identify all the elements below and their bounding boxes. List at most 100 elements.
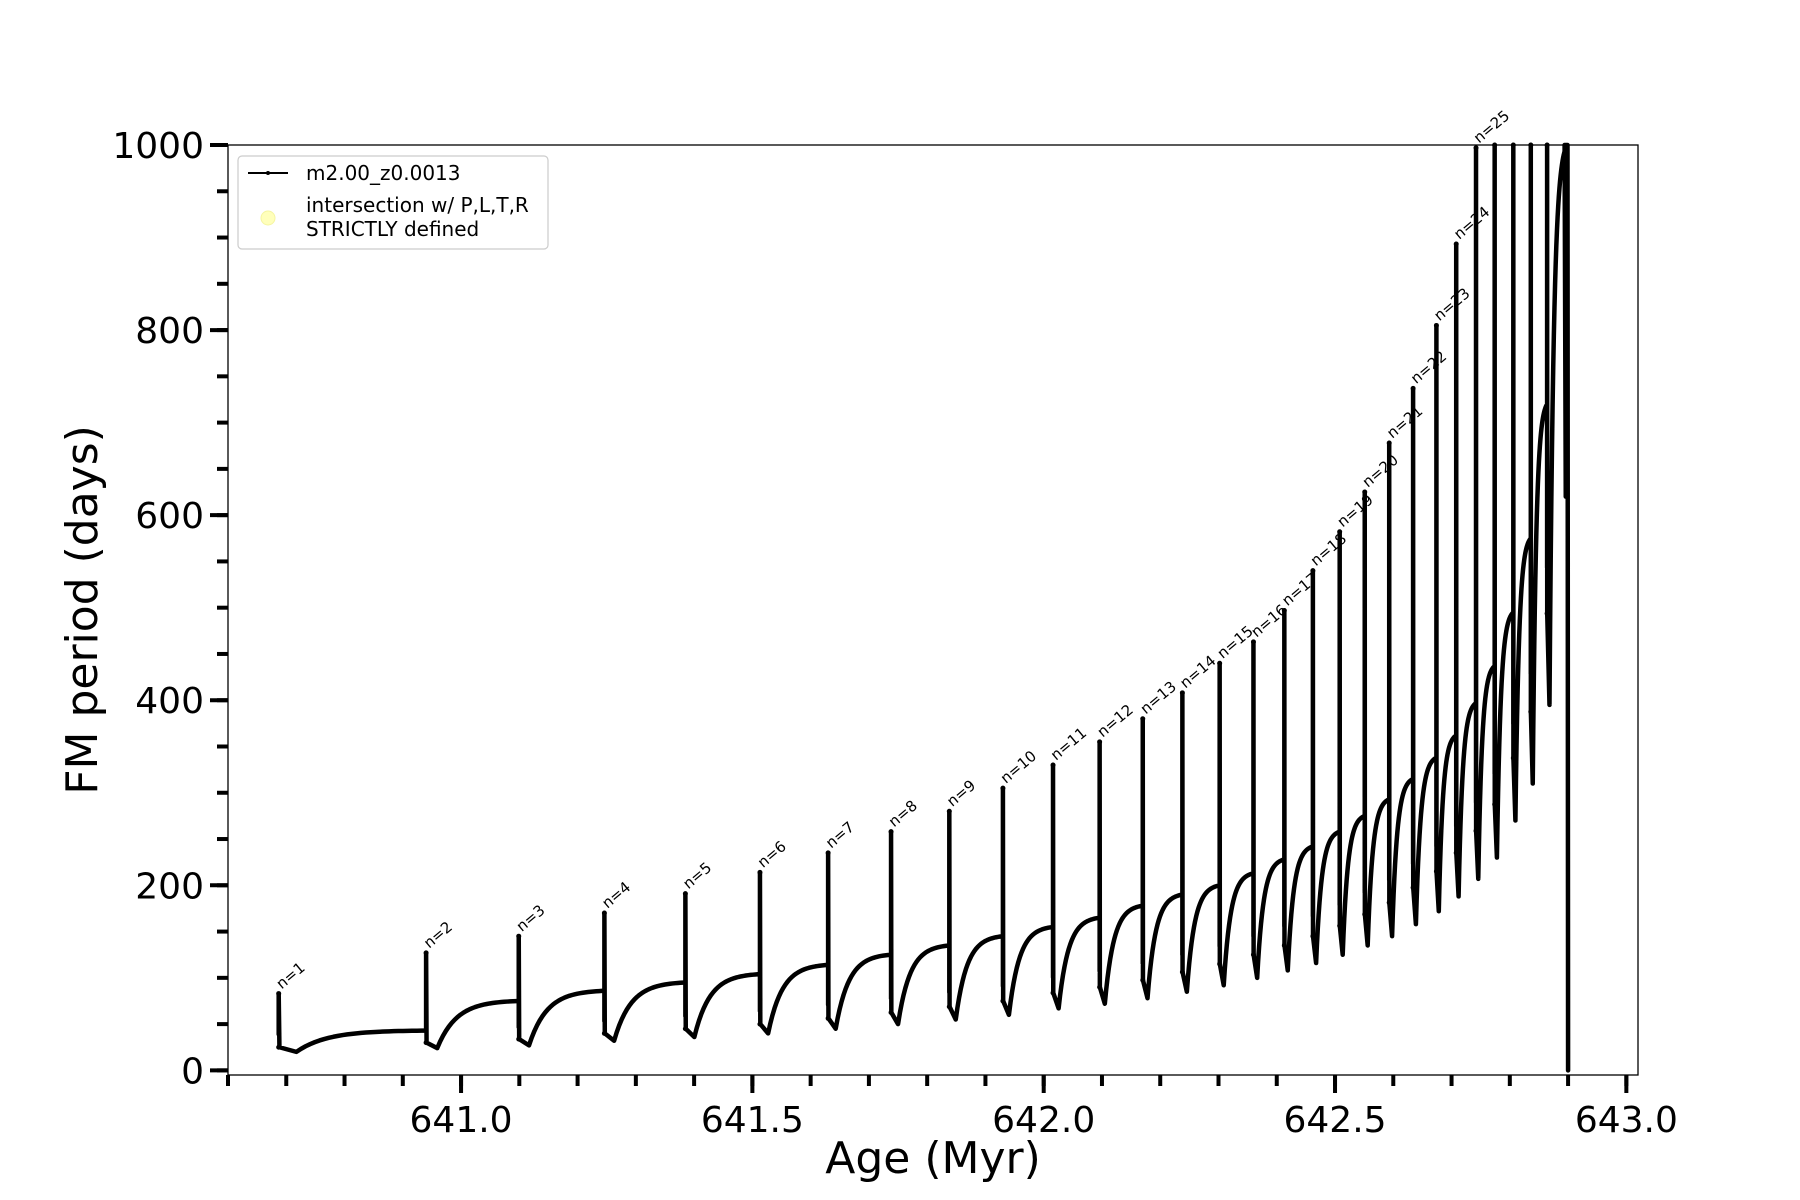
pulse-min-point	[682, 1026, 688, 1032]
pulse-peak-point	[1362, 489, 1368, 495]
pulse-label: n=23	[1430, 284, 1473, 324]
y-tick-label: 600	[135, 496, 204, 537]
pulse-min-point	[1217, 961, 1223, 967]
pulse-min-point	[1310, 933, 1316, 939]
pulse-min-point	[1433, 868, 1439, 874]
pulse-peak-point	[1250, 639, 1256, 645]
pulse-label: n=24	[1450, 203, 1493, 243]
pulse-label: n=3	[513, 901, 549, 935]
pulse-min-point	[1140, 977, 1146, 983]
pulse-min-point	[601, 1030, 607, 1036]
pulse-peak-point	[1179, 690, 1185, 696]
pulse-label: n=10	[997, 747, 1040, 787]
pulse-min-point	[1337, 923, 1343, 929]
pulse-label: n=11	[1047, 724, 1090, 764]
y-tick-label: 0	[181, 1051, 204, 1092]
pulse-min-point	[1528, 709, 1534, 715]
pulse-peak-point	[682, 891, 688, 897]
axis-ticks: 641.0 641.5 642.0 642.5 643.0 0 200 400 600 800 10…	[112, 126, 1678, 1141]
pulse-min-point	[1510, 755, 1516, 761]
pulse-peak-point	[516, 933, 522, 939]
pulse-min-point	[516, 1036, 522, 1042]
pulse-label: n=9	[943, 776, 979, 810]
pulse-label: n=22	[1407, 347, 1450, 387]
pulse-peak-point	[601, 910, 607, 916]
pulse-peak-point	[1097, 739, 1103, 745]
pulse-label: n=13	[1137, 678, 1180, 718]
legend: m2.00_z0.0013 intersection w/ P,L,T,R STR…	[237, 155, 549, 250]
pulse-min-point	[1000, 998, 1006, 1004]
pulse-min-point	[423, 1040, 429, 1046]
pulse-min-point	[276, 1044, 282, 1050]
pulse-label: n=4	[598, 878, 634, 912]
y-tick-label: 1000	[112, 126, 204, 167]
pulse-min-point	[1410, 885, 1416, 891]
pulse-min-point	[1179, 969, 1185, 975]
legend-label-model: m2.00_z0.0013	[306, 161, 461, 185]
pulse-label: n=1	[273, 959, 309, 993]
pulse-peak-point	[1281, 607, 1287, 613]
pulse-peak-point	[1310, 568, 1316, 574]
pulse-peak-point	[825, 850, 831, 856]
data-layer	[276, 142, 1571, 1073]
pulse-label: n=7	[822, 818, 858, 852]
pulse-label: n=18	[1307, 529, 1350, 569]
pulse-label: n=6	[754, 837, 790, 871]
y-tick-label: 200	[135, 866, 204, 907]
pulse-label: n=19	[1334, 491, 1377, 531]
x-tick-label: 642.0	[992, 1100, 1095, 1141]
y-tick-label: 800	[135, 311, 204, 352]
legend-line-dot	[266, 171, 270, 175]
pulse-min-point	[825, 1015, 831, 1021]
pulse-label: n=25	[1470, 107, 1513, 147]
legend-box	[237, 155, 549, 250]
x-tick-label: 641.0	[410, 1100, 513, 1141]
pulse-label: n=8	[885, 797, 921, 831]
pulse-min-point	[1050, 990, 1056, 996]
pulse-peak-point	[946, 808, 952, 814]
pulse-min-point	[1362, 911, 1368, 917]
pulse-label: n=21	[1383, 402, 1426, 442]
x-tick-label: 643.0	[1575, 1100, 1678, 1141]
pulse-peak-point	[276, 991, 282, 997]
pulse-peak-point	[757, 869, 763, 875]
legend-label-intersection: intersection w/ P,L,T,R STRICTLY defined	[306, 193, 529, 241]
pulse-min-point	[1281, 942, 1287, 948]
pulse-min-point	[757, 1021, 763, 1027]
y-axis-label: FM period (days)	[57, 425, 108, 795]
pulse-min-point	[1492, 801, 1498, 807]
pulse-peak-point	[1410, 385, 1416, 391]
pulse-min-point	[1250, 952, 1256, 958]
y-tick-label: 400	[135, 681, 204, 722]
pulse-peak-point	[1473, 145, 1479, 151]
pulse-label: n=2	[420, 918, 456, 952]
plot-frame	[227, 144, 1639, 1076]
pulse-peak-point	[1140, 716, 1146, 722]
legend-circle-marker	[260, 210, 276, 226]
pulse-label: n=12	[1094, 701, 1137, 741]
pulse-peak-point	[1433, 322, 1439, 328]
pulse-peak-point	[1386, 440, 1392, 446]
x-tick-label: 642.5	[1283, 1100, 1386, 1141]
pulse-min-point	[1453, 850, 1459, 856]
pulse-min-point	[1097, 984, 1103, 990]
pulse-peak-point	[1453, 241, 1459, 247]
pulse-min-point	[1386, 900, 1392, 906]
pulse-label: n=5	[679, 859, 715, 893]
series-line	[276, 142, 1571, 1073]
pulse-min-point	[946, 1004, 952, 1010]
pulse-peak-point	[1337, 529, 1343, 535]
pulse-peak-point	[423, 950, 429, 956]
x-tick-label: 641.5	[701, 1100, 804, 1141]
pulse-peak-point	[1050, 762, 1056, 768]
pulse-min-point	[1473, 828, 1479, 834]
x-axis-label: Age (Myr)	[825, 1133, 1041, 1184]
pulse-min-point	[888, 1010, 894, 1016]
pulse-peak-point	[1000, 785, 1006, 791]
pulse-min-point	[1544, 610, 1550, 616]
pulse-peak-point	[1217, 660, 1223, 666]
pulse-label: n=20	[1359, 451, 1402, 491]
pulse-label: n=14	[1176, 652, 1219, 692]
